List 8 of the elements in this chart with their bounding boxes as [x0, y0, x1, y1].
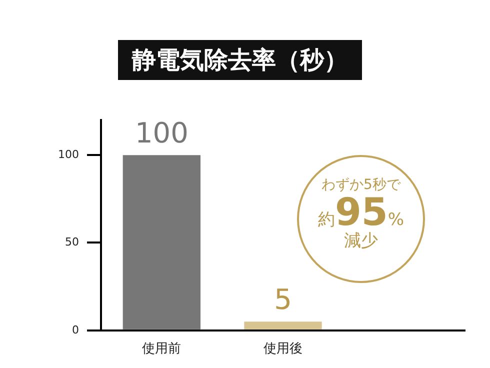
- y-tick-label: 100: [58, 148, 79, 161]
- chart-title: 静電気除去率（秒）: [118, 40, 362, 80]
- x-tick-label: 使用前: [142, 342, 182, 357]
- y-tick-label: 0: [72, 323, 79, 336]
- y-tick-label: 50: [64, 236, 79, 249]
- data-label: 5: [274, 282, 292, 316]
- data-label: 100: [134, 116, 188, 150]
- x-tick-label: 使用後: [264, 342, 302, 357]
